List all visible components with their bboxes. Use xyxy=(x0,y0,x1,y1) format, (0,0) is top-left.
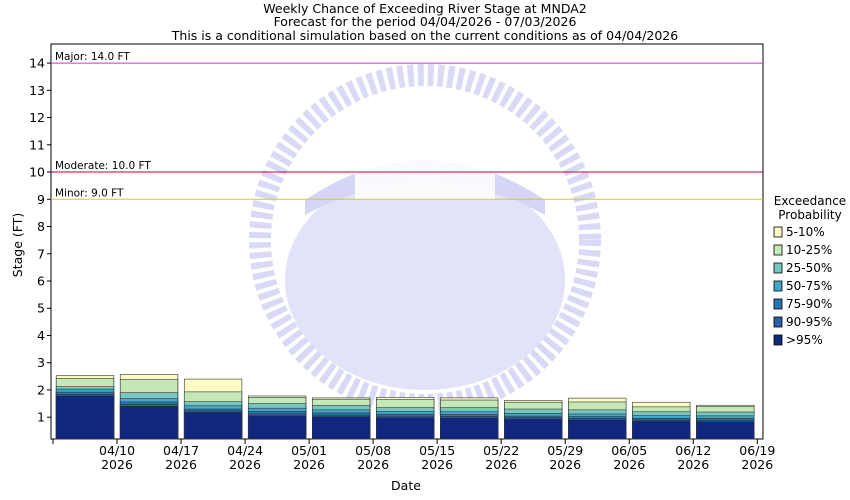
bar-segment xyxy=(119,406,179,440)
x-tick-label-year: 2026 xyxy=(293,457,325,472)
legend-entry: 90-95% xyxy=(786,315,832,329)
bar-segment xyxy=(376,417,435,440)
title-line-2: Forecast for the period 04/04/2026 - 07/… xyxy=(274,14,577,29)
bar-segment xyxy=(183,412,243,440)
y-tick-label: 7 xyxy=(37,246,45,261)
y-tick-label: 6 xyxy=(37,274,45,289)
legend-title-line-1: Exceedance xyxy=(774,194,846,208)
y-tick-label: 11 xyxy=(29,137,45,152)
x-axis: 04/10202604/17202604/24202605/01202605/0… xyxy=(52,439,775,472)
x-tick-label: 06/12 xyxy=(675,443,711,458)
legend-swatch xyxy=(773,334,783,346)
legend-swatch xyxy=(773,316,783,328)
x-tick-label-year: 2026 xyxy=(357,457,389,472)
y-tick-label: 9 xyxy=(37,192,45,207)
legend-entry: 5-10% xyxy=(786,225,825,239)
flood-levels: Major: 14.0 FT Moderate: 10.0 FT Minor: 9.… xyxy=(51,51,763,200)
x-tick-label: 05/15 xyxy=(419,443,455,458)
x-tick-label-year: 2026 xyxy=(677,457,709,472)
y-tick-label: 14 xyxy=(29,56,45,71)
x-tick-label-year: 2026 xyxy=(229,457,261,472)
bar-segment xyxy=(632,420,691,440)
legend-swatch xyxy=(773,244,783,256)
x-tick-label: 04/17 xyxy=(163,443,199,458)
bar-segment xyxy=(440,417,499,440)
legend-title-line-2: Probability xyxy=(778,208,841,222)
y-tick-label: 1 xyxy=(37,410,45,425)
bar-segment xyxy=(696,421,755,440)
y-tick-label: 10 xyxy=(29,165,45,180)
y-tick-label: 4 xyxy=(37,328,45,343)
legend-entry: 25-50% xyxy=(786,261,832,275)
chart-title: Weekly Chance of Exceeding River Stage a… xyxy=(171,1,678,43)
bar-segment xyxy=(55,395,115,440)
legend-entry: 75-90% xyxy=(786,297,832,311)
y-tick-label: 12 xyxy=(29,110,45,125)
y-tick-label: 3 xyxy=(37,355,45,370)
legend-swatch xyxy=(773,298,783,310)
x-tick-label: 05/08 xyxy=(355,443,391,458)
x-tick-label-year: 2026 xyxy=(613,457,645,472)
legend-swatch xyxy=(773,262,783,274)
x-tick-label-year: 2026 xyxy=(421,457,453,472)
x-axis-label: Date xyxy=(391,478,421,493)
title-line-3: This is a conditional simulation based o… xyxy=(171,28,678,43)
x-tick-label: 05/22 xyxy=(483,443,519,458)
legend-swatch xyxy=(773,226,783,238)
x-tick-label: 05/29 xyxy=(547,443,583,458)
x-tick-label: 04/24 xyxy=(227,443,263,458)
x-tick-label: 05/01 xyxy=(291,443,327,458)
x-tick-label: 06/19 xyxy=(739,443,775,458)
x-tick-label-year: 2026 xyxy=(165,457,197,472)
legend: Exceedance Probability 5-10% 10-25% 25-50%… xyxy=(773,194,846,347)
x-tick-label: 04/10 xyxy=(99,443,135,458)
legend-entry: 10-25% xyxy=(786,243,832,257)
y-tick-label: 13 xyxy=(29,83,45,98)
noaa-watermark xyxy=(249,64,601,416)
y-tick-label: 2 xyxy=(37,382,45,397)
legend-swatch xyxy=(773,280,783,292)
bar-segment xyxy=(247,415,307,440)
bars xyxy=(55,374,755,440)
x-tick-label-year: 2026 xyxy=(549,457,581,472)
y-tick-label: 8 xyxy=(37,219,45,234)
bar-segment xyxy=(568,419,627,440)
legend-entry: 50-75% xyxy=(786,279,832,293)
title-line-1: Weekly Chance of Exceeding River Stage a… xyxy=(263,1,586,16)
legend-entry: >95% xyxy=(786,333,823,347)
y-axis-label: Stage (FT) xyxy=(10,213,25,277)
y-tick-label: 5 xyxy=(37,301,45,316)
x-tick-label: 06/05 xyxy=(611,443,647,458)
flood-level-label: Moderate: 10.0 FT xyxy=(55,160,151,172)
x-tick-label-year: 2026 xyxy=(485,457,517,472)
x-tick-label-year: 2026 xyxy=(741,457,773,472)
bar-segment xyxy=(504,418,563,440)
flood-level-label: Major: 14.0 FT xyxy=(55,51,130,63)
bar-segment xyxy=(312,416,371,440)
x-tick-label-year: 2026 xyxy=(101,457,133,472)
flood-level-label: Minor: 9.0 FT xyxy=(55,187,124,199)
